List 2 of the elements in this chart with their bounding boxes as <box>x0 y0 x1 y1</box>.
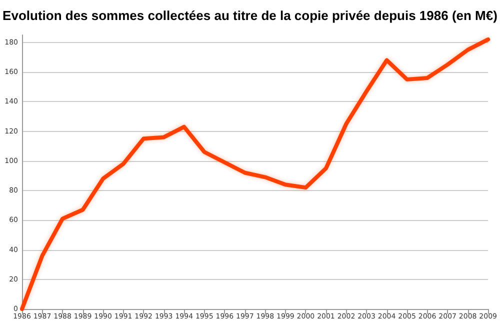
line-series <box>20 37 490 311</box>
chart-title: Evolution des sommes collectées au titre de la copie privée depuis 1986 (en M€) <box>2 8 498 23</box>
